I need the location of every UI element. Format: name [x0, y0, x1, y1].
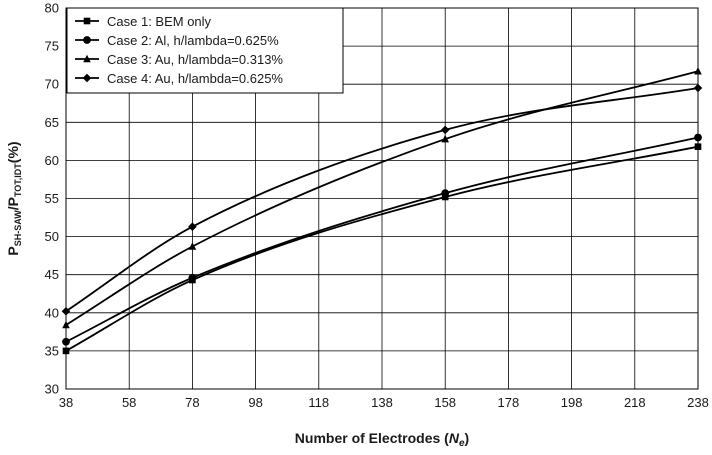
- data-point-diamond: [61, 306, 71, 316]
- y-tick-label: 40: [45, 305, 59, 320]
- x-axis-title-text: Number of Electrodes (: [295, 430, 449, 446]
- x-tick-label: 238: [687, 395, 709, 410]
- series-4: [61, 83, 703, 316]
- y-tick-label: 80: [45, 1, 59, 16]
- data-point-diamond: [440, 125, 450, 135]
- data-point-circle: [188, 273, 197, 282]
- data-point-square: [62, 347, 70, 355]
- y-tick-label: 65: [45, 115, 59, 130]
- y-tick-label: 30: [45, 382, 59, 397]
- legend-item: Case 1: BEM only: [75, 14, 212, 29]
- x-axis-title-subscript: e: [459, 438, 465, 449]
- data-point-circle: [62, 337, 70, 346]
- x-tick-label: 178: [498, 395, 520, 410]
- data-point-circle: [441, 189, 450, 198]
- data-point-diamond: [693, 83, 703, 93]
- x-axis-title-close: ): [465, 430, 470, 446]
- y-axis-title-sub1: SH-SAW: [13, 210, 23, 247]
- x-tick-label: 38: [59, 395, 73, 410]
- x-tick-label: 118: [308, 395, 329, 410]
- y-tick-label: 45: [45, 267, 59, 282]
- x-axis-title: Number of Electrodes (Ne): [295, 430, 469, 449]
- x-axis-ticks: 38 58 78 98 118 138 158 178 198 218 238: [59, 395, 709, 410]
- x-tick-label: 58: [122, 395, 136, 410]
- legend-label: Case 3: Au, h/lambda=0.313%: [107, 52, 283, 67]
- legend-item: Case 2: Al, h/lambda=0.625%: [75, 33, 279, 48]
- y-axis-title: PSH-SAW/PTOT,IDT(%): [5, 141, 23, 255]
- y-tick-label: 60: [45, 153, 59, 168]
- data-point-circle: [694, 133, 702, 142]
- legend-label: Case 4: Au, h/lambda=0.625%: [107, 71, 283, 86]
- x-tick-label: 158: [434, 395, 456, 410]
- series-2: [62, 133, 702, 346]
- data-point-triangle: [694, 66, 702, 75]
- y-tick-label: 55: [45, 191, 59, 206]
- data-point-triangle: [188, 242, 197, 250]
- data-point-square: [83, 17, 91, 25]
- data-point-diamond: [82, 73, 92, 83]
- y-axis-ticks: 30 35 40 45 50 55 60 65 70 75 80: [45, 1, 59, 397]
- y-axis-title-unit: (%): [5, 141, 21, 163]
- y-tick-label: 35: [45, 343, 59, 358]
- series-line: [65, 70, 699, 326]
- data-point-circle: [83, 36, 91, 44]
- x-tick-label: 218: [624, 395, 646, 410]
- series-line: [65, 145, 699, 352]
- y-tick-label: 70: [45, 77, 59, 92]
- legend: Case 1: BEM only Case 2: Al, h/lambda=0.6…: [66, 7, 344, 94]
- legend-label: Case 2: Al, h/lambda=0.625%: [107, 33, 279, 48]
- data-point-triangle: [441, 134, 449, 143]
- series-line: [65, 136, 699, 343]
- x-tick-label: 98: [248, 395, 262, 410]
- legend-item: Case 4: Au, h/lambda=0.625%: [75, 71, 283, 86]
- x-axis-title-symbol: N: [449, 430, 460, 446]
- data-point-diamond: [188, 222, 197, 231]
- x-tick-label: 198: [561, 395, 583, 410]
- y-tick-label: 75: [45, 39, 59, 54]
- series-layer: [61, 66, 703, 355]
- y-tick-label: 50: [45, 229, 59, 244]
- data-point-triangle: [62, 320, 70, 329]
- x-tick-label: 138: [371, 395, 393, 410]
- series-line: [65, 87, 699, 313]
- data-point-triangle: [83, 54, 91, 63]
- legend-item: Case 3: Au, h/lambda=0.313%: [75, 52, 283, 67]
- y-axis-title-sub2: TOT,IDT: [13, 163, 23, 197]
- data-point-square: [694, 143, 702, 150]
- plot-frame: [65, 7, 699, 390]
- x-tick-label: 78: [185, 395, 199, 410]
- y-axis-title-p1: P: [5, 246, 21, 255]
- series-3: [62, 66, 702, 329]
- y-axis-title-p2: /P: [5, 197, 21, 210]
- legend-box: [66, 7, 344, 94]
- legend-label: Case 1: BEM only: [107, 14, 212, 29]
